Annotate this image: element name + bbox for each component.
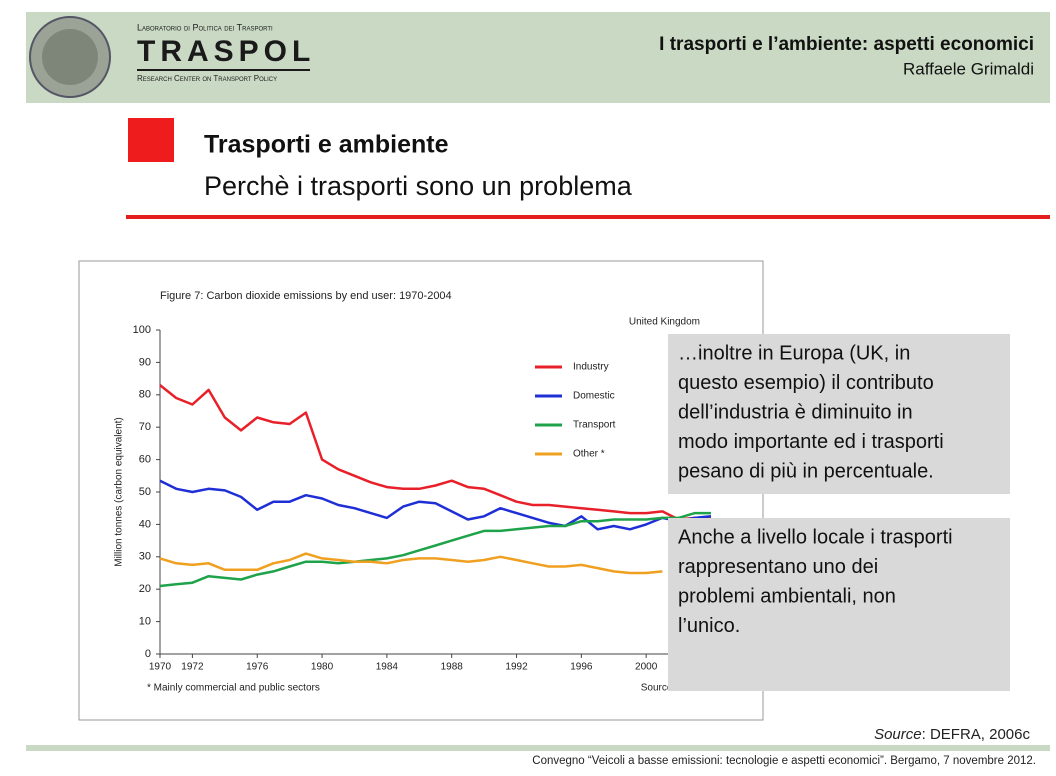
y-tick-label: 90: [139, 356, 151, 368]
callout-line: …inoltre in Europa (UK, in: [678, 342, 910, 364]
header-band: [26, 12, 1050, 103]
chart-region: United Kingdom: [629, 317, 700, 328]
y-axis-label: Million tonnes (carbon equivalent): [114, 417, 125, 567]
chart-title: Figure 7: Carbon dioxide emissions by en…: [160, 290, 452, 302]
x-tick-label: 1996: [570, 662, 593, 673]
legend-label: Industry: [573, 362, 609, 373]
y-tick-label: 100: [133, 324, 151, 336]
slide-subtitle: Perchè i trasporti sono un problema: [204, 171, 633, 201]
x-tick-label: 1972: [181, 662, 204, 673]
y-tick-label: 30: [139, 551, 151, 563]
x-tick-label: 1970: [149, 662, 172, 673]
callouts: …inoltre in Europa (UK, in questo esempio…: [668, 334, 1010, 691]
chart: Figure 7: Carbon dioxide emissions by en…: [114, 290, 723, 694]
series-line: [159, 552, 663, 575]
callout-line: problemi ambientali, non: [678, 585, 896, 607]
callout-box: [668, 518, 1010, 691]
legend-label: Transport: [573, 420, 616, 431]
y-tick-label: 70: [139, 421, 151, 433]
y-tick-label: 20: [139, 583, 151, 595]
source-label: Source: [874, 726, 922, 743]
source-note: Source: DEFRA, 2006c: [874, 726, 1030, 743]
x-tick-label: 1992: [505, 662, 528, 673]
chart-footnote: * Mainly commercial and public sectors: [147, 683, 320, 694]
series-line: [159, 511, 711, 588]
callout-line: pesano di più in percentuale.: [678, 460, 934, 482]
header-author: Raffaele Grimaldi: [903, 59, 1034, 78]
callout-line: modo importante ed i trasporti: [678, 431, 944, 453]
y-tick-label: 80: [139, 389, 151, 401]
lab-name: Laboratorio di Politica dei Trasporti: [137, 22, 273, 32]
x-tick-label: 2000: [635, 662, 658, 673]
x-tick-label: 1988: [441, 662, 464, 673]
callout-line: rappresentano uno dei: [678, 556, 878, 578]
y-tick-label: 40: [139, 518, 151, 530]
title-rule: [126, 215, 1050, 219]
callout-line: questo esempio) il contributo: [678, 372, 934, 394]
footer-text: Convegno “Veicoli a basse emissioni: tec…: [532, 755, 1036, 767]
lab-subtitle: Research Center on Transport Policy: [137, 74, 277, 83]
x-tick-label: 1976: [246, 662, 269, 673]
header-title: I trasporti e l’ambiente: aspetti econom…: [659, 34, 1034, 55]
x-tick-label: 1984: [376, 662, 399, 673]
y-tick-label: 10: [139, 616, 151, 628]
figure-frame: [78, 260, 764, 721]
y-tick-label: 0: [145, 648, 151, 660]
y-tick-label: 60: [139, 454, 151, 466]
logo-text: TRASPOL: [137, 35, 315, 68]
x-tick-label: 1980: [311, 662, 334, 673]
legend-label: Domestic: [573, 391, 615, 402]
source-text: : DEFRA, 2006c: [922, 726, 1031, 743]
callout-line: dell’industria è diminuito in: [678, 401, 913, 423]
callout-line: l’unico.: [678, 615, 740, 637]
series-line: [159, 479, 712, 531]
logo-seal-inner: [42, 29, 98, 85]
y-tick-label: 50: [139, 486, 151, 498]
callout-box: [668, 334, 1010, 494]
footer-rule: [26, 745, 1050, 751]
callout-line: Anche a livello locale i trasporti: [678, 526, 953, 548]
series-line: [159, 384, 711, 521]
title-square: [128, 118, 174, 162]
legend-label: Other *: [573, 449, 605, 460]
slide-title: Trasporti e ambiente: [204, 131, 449, 159]
